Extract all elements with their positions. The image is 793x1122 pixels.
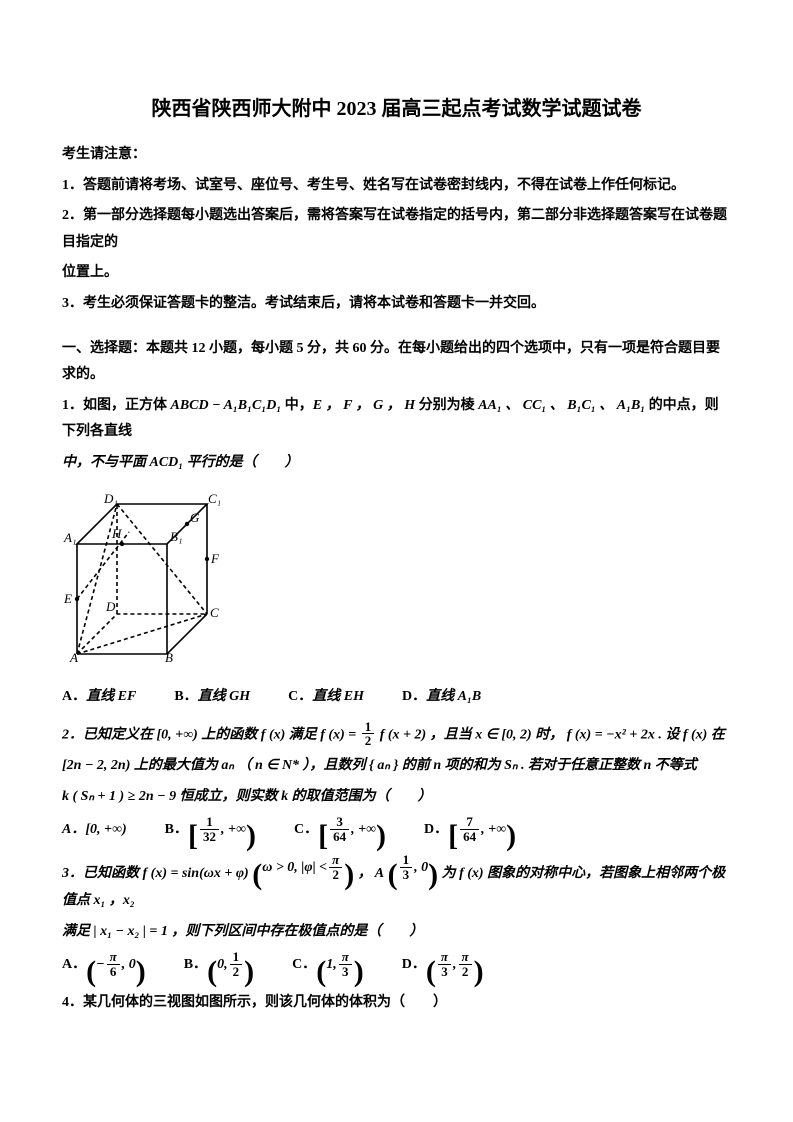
- q1-options: A．直线 EF B．直线 GH C．直线 EH D．直线 A₁B: [62, 684, 731, 711]
- q3-line1: 3．已知函数 f (x) = sin(ωx + φ) ( ω > 0, |φ| …: [62, 854, 731, 914]
- q2-b-den: 32: [200, 829, 219, 844]
- q3-opt-c: C． (1, π3 ): [292, 951, 364, 979]
- q3-b-rden: 2: [230, 964, 243, 979]
- notice-line-1: 1．答题前请将考场、试室号、座位号、考生号、姓名写在试卷密封线内，不得在试卷上作…: [62, 173, 731, 200]
- svg-text:D: D: [105, 599, 116, 614]
- q1-cube-name: ABCD − A₁B₁C₁D₁: [171, 398, 282, 413]
- q3-point-A: ( 13 , 0 ): [388, 854, 439, 882]
- svg-text:E: E: [63, 591, 72, 606]
- q1-opt-a-text: 直线 EF: [86, 689, 136, 704]
- notice-line-2b: 位置上。: [62, 260, 731, 287]
- q1-opt-b: B．直线 GH: [174, 684, 250, 711]
- q3-opt-b: B． (0, 12 ): [184, 951, 254, 979]
- q1-edges: AA₁ 、 CC₁ 、 B₁C₁ 、 A₁B₁: [478, 398, 645, 413]
- q2-c-num: 3: [330, 815, 349, 829]
- q3-c-rnum: π: [339, 950, 352, 964]
- q2-line2: [2n − 2, 2n) 上的最大值为 aₙ （ n ∈ N* ），且数列 { …: [62, 753, 731, 780]
- svg-text:A: A: [69, 650, 78, 664]
- svg-text:D₁: D₁: [103, 491, 118, 506]
- svg-text:C₁: C₁: [208, 491, 221, 506]
- q3-options: A． ( −π6 , 0 ) B． (0, 12 ) C． (1, π3 ) D…: [62, 951, 731, 979]
- q1-line2: 中，不与平面 ACD₁ 平行的是（ ）: [62, 455, 299, 470]
- q3-a: 3．已知函数 f (x) = sin(ωx + φ): [62, 867, 252, 882]
- svg-text:F: F: [210, 551, 220, 566]
- svg-text:C: C: [210, 605, 219, 620]
- q4-stem: 4．某几何体的三视图如图所示，则该几何体的体积为（ ）: [62, 990, 731, 1017]
- q1-points: E ， F ， G ， H: [313, 398, 415, 413]
- q2-opt-b: B． [ 132 , +∞): [165, 816, 256, 844]
- notice-line-2a: 2．第一部分选择题每小题选出答案后，需将答案写在试卷指定的括号内，第二部分非选择…: [62, 203, 731, 256]
- q1-opt-c-text: 直线 EH: [312, 689, 364, 704]
- q3-b: ， A: [358, 867, 384, 882]
- exam-page: 陕西省陕西师大附中 2023 届高三起点考试数学试题试卷 考生请注意： 1．答题…: [0, 0, 793, 1060]
- q2-d-den: 64: [460, 829, 479, 844]
- notice-line-3: 3．考生必须保证答题卡的整洁。考试结束后，请将本试卷和答题卡一并交回。: [62, 291, 731, 318]
- q3-d-lden: 3: [438, 964, 451, 979]
- cube-figure: A B C D A₁ B₁ C₁ D₁ E F G H: [62, 489, 222, 664]
- q2-b: f (x + 2) ，且当 x ∈ [0, 2) 时， f (x) = −x² …: [380, 727, 725, 742]
- svg-text:A₁: A₁: [63, 530, 76, 545]
- q2-a: 2．已知定义在 [0, +∞) 上的函数 f (x) 满足 f (x) =: [62, 727, 360, 742]
- q3-d-lnum: π: [438, 950, 451, 964]
- q3-d-rden: 2: [459, 964, 472, 979]
- q1-stem-line2: 中，不与平面 ACD₁ 平行的是（ ）: [62, 450, 731, 477]
- q2-line1: 2．已知定义在 [0, +∞) 上的函数 f (x) 满足 f (x) = 1 …: [62, 721, 731, 749]
- q3-line2: 满足 | x₁ − x₂ | = 1 ，则下列区间中存在极值点的是（ ）: [62, 919, 731, 946]
- q1-opt-a: A．直线 EF: [62, 684, 136, 711]
- q3-domain-inner: ω > 0, |φ| <: [262, 855, 327, 882]
- q2-b-num: 1: [200, 815, 219, 829]
- q2-line3: k ( Sₙ + 1 ) ≥ 2n − 9 恒成立，则实数 k 的取值范围为（ …: [62, 784, 731, 811]
- q1-opt-d-text: 直线 A₁B: [426, 689, 481, 704]
- q3-A-den: 3: [400, 867, 413, 882]
- q2-options: A．[0, +∞) B． [ 132 , +∞) C． [ 364 , +∞) …: [62, 816, 731, 844]
- q3-domain-paren: ( ω > 0, |φ| < π2 ): [252, 854, 354, 882]
- half-fraction: 1 2: [362, 720, 375, 748]
- q1-text-c: 分别为棱: [415, 398, 478, 413]
- svg-text:G: G: [190, 510, 200, 525]
- q3-A-num: 1: [400, 853, 413, 867]
- q1-stem-line1: 1．如图，正方体 ABCD − A₁B₁C₁D₁ 中，E ， F ， G ， H…: [62, 393, 731, 446]
- q1-opt-d: D．直线 A₁B: [402, 684, 481, 711]
- q3-opt-a: A． ( −π6 , 0 ): [62, 951, 146, 979]
- section-1-heading: 一、选择题：本题共 12 小题，每小题 5 分，共 60 分。在每小题给出的四个…: [62, 336, 731, 389]
- q2-frac-num: 1: [362, 720, 375, 734]
- q2-opt-c: C． [ 364 , +∞): [294, 816, 386, 844]
- q2-opt-a-text: [0, +∞): [85, 822, 126, 837]
- svg-text:B: B: [165, 650, 173, 664]
- svg-text:H: H: [111, 526, 122, 541]
- svg-text:B₁: B₁: [170, 529, 182, 544]
- q2-frac-den: 2: [362, 733, 375, 748]
- q3-pi2-den: 2: [329, 867, 342, 882]
- q2-opt-d: D． [ 764 , +∞): [424, 816, 516, 844]
- q2-c-den: 64: [330, 829, 349, 844]
- q1-text-a: 1．如图，正方体: [62, 398, 171, 413]
- q2-d-num: 7: [460, 815, 479, 829]
- q3-b-rnum: 1: [230, 950, 243, 964]
- q3-a-lnum: π: [107, 950, 120, 964]
- q3-pi2-num: π: [329, 853, 342, 867]
- q3-c-rden: 3: [339, 964, 352, 979]
- page-title: 陕西省陕西师大附中 2023 届高三起点考试数学试题试卷: [62, 90, 731, 128]
- notice-header: 考生请注意：: [62, 142, 731, 169]
- q1-opt-b-text: 直线 GH: [198, 689, 251, 704]
- q3-d-rnum: π: [459, 950, 472, 964]
- q3-a-lden: 6: [107, 964, 120, 979]
- q1-opt-c: C．直线 EH: [288, 684, 364, 711]
- q3-opt-d: D． ( π3 , π2 ): [402, 951, 484, 979]
- q1-text-b: 中，: [281, 398, 313, 413]
- q2-opt-a: A．[0, +∞): [62, 817, 127, 844]
